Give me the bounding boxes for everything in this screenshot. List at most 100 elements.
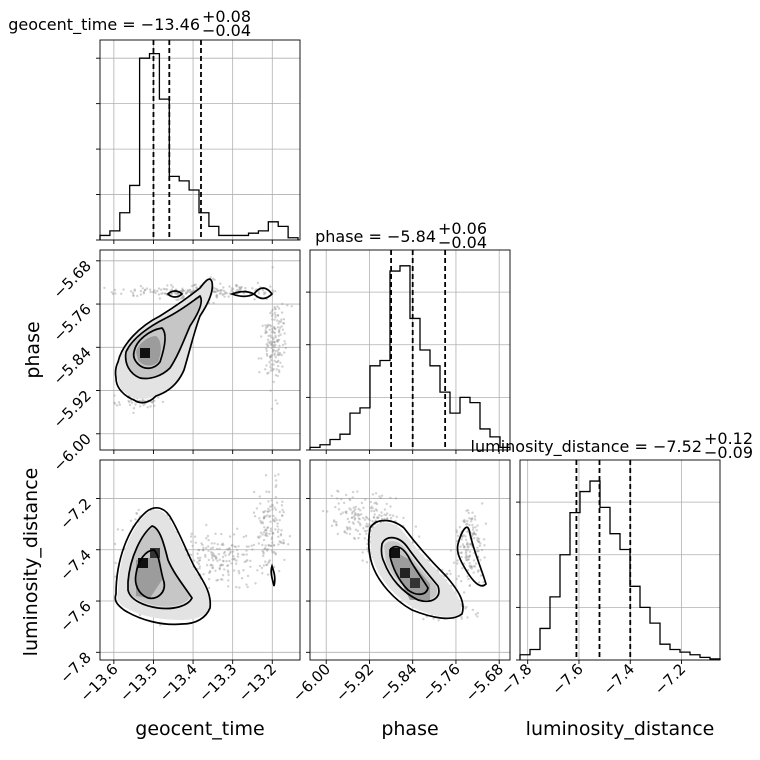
sample-point xyxy=(122,288,125,291)
sample-point xyxy=(455,531,459,534)
sample-point xyxy=(115,404,119,407)
sample-point xyxy=(276,360,279,364)
y-tick-label: −5.68 xyxy=(50,257,95,302)
sample-point xyxy=(476,536,479,540)
sample-point xyxy=(479,558,482,562)
sample-point xyxy=(216,543,219,546)
sample-point xyxy=(265,352,269,356)
sample-point xyxy=(222,552,226,555)
sample-point xyxy=(276,326,280,329)
sample-point xyxy=(225,560,228,563)
sample-point xyxy=(272,325,276,329)
sample-point xyxy=(269,544,273,548)
title-geocent-time-sup: +0.08 xyxy=(202,7,251,26)
sample-point xyxy=(278,519,281,522)
sample-point xyxy=(460,551,463,554)
sample-point xyxy=(232,555,235,558)
sample-point xyxy=(472,526,475,529)
sample-point xyxy=(471,517,474,520)
x-tick-labels-geocent-time: −13.6−13.5−13.4−13.3−13.2 xyxy=(76,660,280,705)
y-tick-label: −5.84 xyxy=(50,343,95,388)
sample-point xyxy=(270,549,274,552)
sample-point xyxy=(465,543,469,546)
sample-point xyxy=(356,490,359,493)
sample-point xyxy=(211,554,214,558)
sample-point xyxy=(215,556,218,560)
sample-point xyxy=(484,522,488,525)
sample-point xyxy=(363,537,366,540)
sample-point xyxy=(352,522,355,525)
sample-point xyxy=(267,344,270,347)
sample-point xyxy=(388,513,392,517)
sample-point xyxy=(197,562,201,566)
sample-point xyxy=(361,559,364,562)
sample-point xyxy=(270,503,274,506)
panel-geocent-time-hist: geocent_time = −13.46 +0.08 −0.04 xyxy=(8,7,301,244)
sample-point xyxy=(266,514,269,517)
sample-point xyxy=(141,399,144,402)
sample-point xyxy=(269,311,272,315)
sample-point xyxy=(267,507,270,510)
sample-point xyxy=(214,290,218,294)
sample-point xyxy=(477,540,481,543)
sample-point xyxy=(357,513,360,516)
sample-point xyxy=(279,540,282,544)
sample-point xyxy=(343,531,346,534)
sample-point xyxy=(273,326,276,330)
sample-point xyxy=(149,290,152,294)
sample-point xyxy=(369,500,372,504)
sample-point xyxy=(205,564,209,567)
x-axis-label-phase: phase xyxy=(381,718,438,740)
sample-point xyxy=(274,334,277,338)
y-axis-label-phase: phase xyxy=(22,321,44,378)
sample-point xyxy=(210,551,213,554)
sample-point xyxy=(236,552,240,556)
sample-point xyxy=(274,553,277,556)
sample-point xyxy=(360,501,364,505)
sample-point xyxy=(238,288,242,291)
sample-point xyxy=(232,569,236,572)
sample-point xyxy=(282,539,285,542)
sample-point xyxy=(359,509,362,512)
sample-point xyxy=(455,529,458,532)
sample-point xyxy=(265,529,268,532)
sample-point xyxy=(276,530,280,534)
sample-point xyxy=(190,540,193,543)
sample-point xyxy=(254,582,257,585)
sample-point xyxy=(141,287,144,290)
sample-point xyxy=(139,293,143,296)
sample-point xyxy=(362,506,365,509)
sample-point xyxy=(271,504,274,507)
sample-point xyxy=(215,295,218,298)
sample-point xyxy=(348,507,351,510)
sample-point xyxy=(363,529,367,533)
sample-point xyxy=(465,538,468,542)
sample-point xyxy=(149,405,152,408)
sample-point xyxy=(191,544,194,548)
sample-point xyxy=(197,548,200,552)
sample-point xyxy=(177,298,180,302)
sample-point xyxy=(270,314,274,318)
sample-point xyxy=(272,532,275,535)
sample-point xyxy=(181,290,184,293)
sample-point xyxy=(466,522,469,525)
sample-point xyxy=(213,278,216,281)
sample-point xyxy=(276,374,279,378)
sample-point xyxy=(228,285,231,288)
sample-point xyxy=(265,532,269,535)
sample-point xyxy=(264,331,267,335)
sample-point xyxy=(269,544,273,547)
sample-point xyxy=(476,550,479,553)
sample-point xyxy=(365,532,368,535)
sample-point xyxy=(268,509,272,512)
sample-point xyxy=(181,288,184,292)
sample-point xyxy=(278,326,282,329)
sample-point xyxy=(264,474,268,477)
sample-point xyxy=(359,523,362,527)
sample-point xyxy=(274,336,277,339)
sample-point xyxy=(252,543,256,547)
sample-point xyxy=(468,562,471,565)
sample-point xyxy=(321,509,325,513)
sample-point xyxy=(372,516,376,519)
sample-point xyxy=(283,351,286,354)
